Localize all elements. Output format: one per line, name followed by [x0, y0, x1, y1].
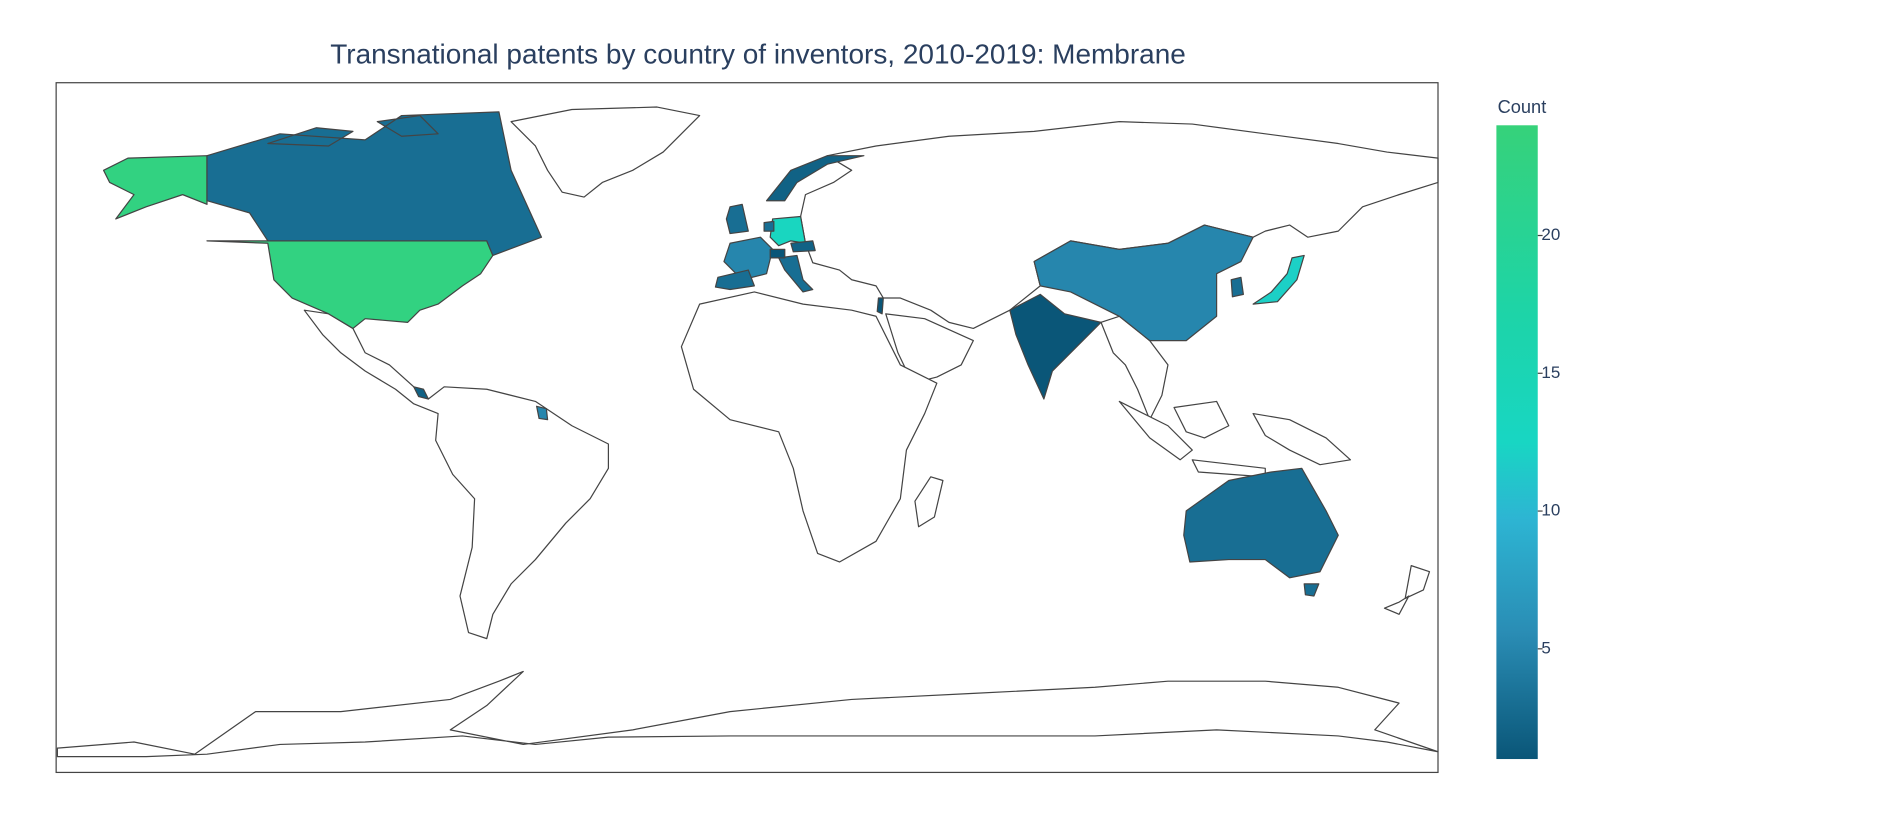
country: [1184, 468, 1338, 596]
land: [57, 671, 1438, 756]
country: [726, 204, 748, 233]
colorbar-tick-label: 10: [1541, 501, 1560, 520]
country: [715, 270, 754, 289]
land: [915, 477, 943, 527]
country: [764, 221, 774, 231]
colorbar-tick-label: 15: [1541, 363, 1560, 382]
country: [779, 255, 813, 291]
country: [770, 249, 785, 258]
country: [1231, 277, 1243, 296]
land: [1384, 566, 1429, 615]
chart-title: Transnational patents by country of inve…: [330, 38, 1186, 69]
colorbar: [1496, 125, 1537, 759]
country: [1010, 294, 1101, 399]
land: [1119, 401, 1350, 476]
colorbar-tick-label: 20: [1541, 225, 1560, 244]
country: [791, 241, 815, 252]
land: [511, 107, 700, 197]
country: [1253, 255, 1304, 304]
country: [770, 217, 805, 246]
country: [877, 298, 883, 314]
country: [207, 112, 542, 256]
land: [304, 310, 608, 638]
colorbar-tick-label: 5: [1541, 638, 1550, 657]
colorbar-title: Count: [1498, 96, 1547, 117]
